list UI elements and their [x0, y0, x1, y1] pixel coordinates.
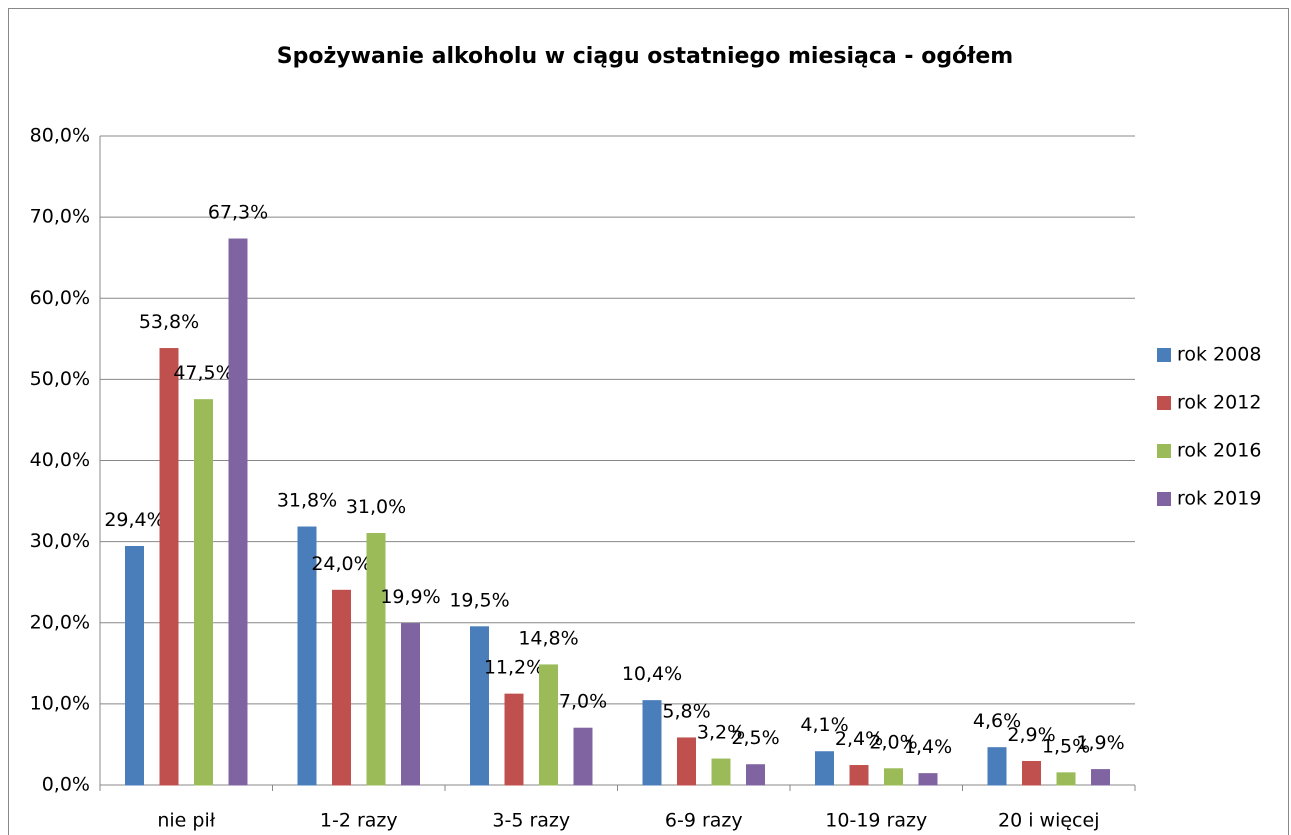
value-label: 5,8%: [662, 700, 710, 722]
bar: [504, 693, 524, 786]
value-label: 10,4%: [622, 663, 682, 685]
y-tick-label: 50,0%: [30, 368, 90, 390]
bar: [297, 526, 317, 786]
value-label: 29,4%: [104, 509, 164, 531]
y-tick-label: 10,0%: [30, 692, 90, 714]
bar: [573, 727, 593, 786]
bar: [746, 764, 765, 786]
value-label: 31,8%: [277, 490, 337, 512]
value-label: 2,5%: [731, 727, 779, 749]
value-label: 2,9%: [1007, 724, 1055, 746]
bar: [194, 399, 213, 786]
y-tick-label: 80,0%: [30, 125, 90, 147]
bar: [849, 765, 869, 786]
value-label: 4,1%: [800, 714, 848, 736]
bar: [1091, 769, 1110, 786]
value-label: 7,0%: [559, 691, 607, 713]
value-label: 19,5%: [449, 589, 509, 611]
x-tick-label: nie pił: [157, 810, 215, 832]
chart-frame: [8, 8, 1289, 835]
value-label: 19,9%: [380, 586, 440, 608]
bar: [332, 589, 351, 786]
bar: [1056, 772, 1076, 786]
x-tick-label: 6-9 razy: [665, 810, 743, 832]
y-tick-label: 30,0%: [30, 530, 90, 552]
value-label: 67,3%: [208, 202, 268, 224]
y-tick-label: 0,0%: [42, 774, 90, 796]
value-label: 4,6%: [973, 710, 1021, 732]
y-tick-label: 40,0%: [30, 449, 90, 471]
bar: [815, 751, 834, 786]
value-label: 2,4%: [835, 728, 883, 750]
legend-swatch: [1157, 396, 1171, 410]
bar: [987, 747, 1007, 786]
legend-label: rok 2008: [1177, 344, 1261, 366]
y-tick-label: 70,0%: [30, 206, 90, 228]
y-tick-label: 20,0%: [30, 611, 90, 633]
legend-swatch: [1157, 444, 1171, 458]
legend-swatch: [1157, 492, 1171, 506]
value-label: 11,2%: [484, 657, 544, 679]
bar: [228, 238, 248, 786]
y-tick-label: 60,0%: [30, 287, 90, 309]
bar: [642, 700, 662, 786]
value-label: 3,2%: [697, 722, 745, 744]
bar: [677, 737, 696, 786]
chart-title: Spożywanie alkoholu w ciągu ostatniego m…: [277, 44, 1013, 69]
bar: [470, 626, 489, 786]
value-label: 1,5%: [1042, 735, 1090, 757]
bar: [884, 768, 903, 786]
x-tick-label: 3-5 razy: [492, 810, 570, 832]
bar: [539, 664, 558, 786]
value-label: 1,4%: [904, 736, 952, 758]
legend-swatch: [1157, 348, 1171, 362]
bar: [1022, 760, 1041, 786]
value-label: 1,9%: [1076, 732, 1124, 754]
x-tick-label: 10-19 razy: [825, 810, 927, 832]
legend-label: rok 2019: [1177, 488, 1261, 510]
bar: [125, 545, 144, 786]
legend-label: rok 2016: [1177, 440, 1261, 462]
bar: [366, 533, 386, 786]
value-label: 14,8%: [518, 627, 578, 649]
value-label: 31,0%: [346, 496, 406, 518]
bar: [159, 348, 179, 786]
x-tick-label: 20 i więcej: [998, 810, 1099, 832]
bar: [711, 758, 731, 786]
legend-label: rok 2012: [1177, 392, 1261, 414]
x-tick-label: 1-2 razy: [320, 810, 398, 832]
value-label: 24,0%: [311, 553, 371, 575]
value-label: 53,8%: [139, 311, 199, 333]
bar: [918, 773, 938, 786]
bar: [401, 623, 420, 786]
value-label: 2,0%: [869, 731, 917, 753]
value-label: 47,5%: [173, 362, 233, 384]
